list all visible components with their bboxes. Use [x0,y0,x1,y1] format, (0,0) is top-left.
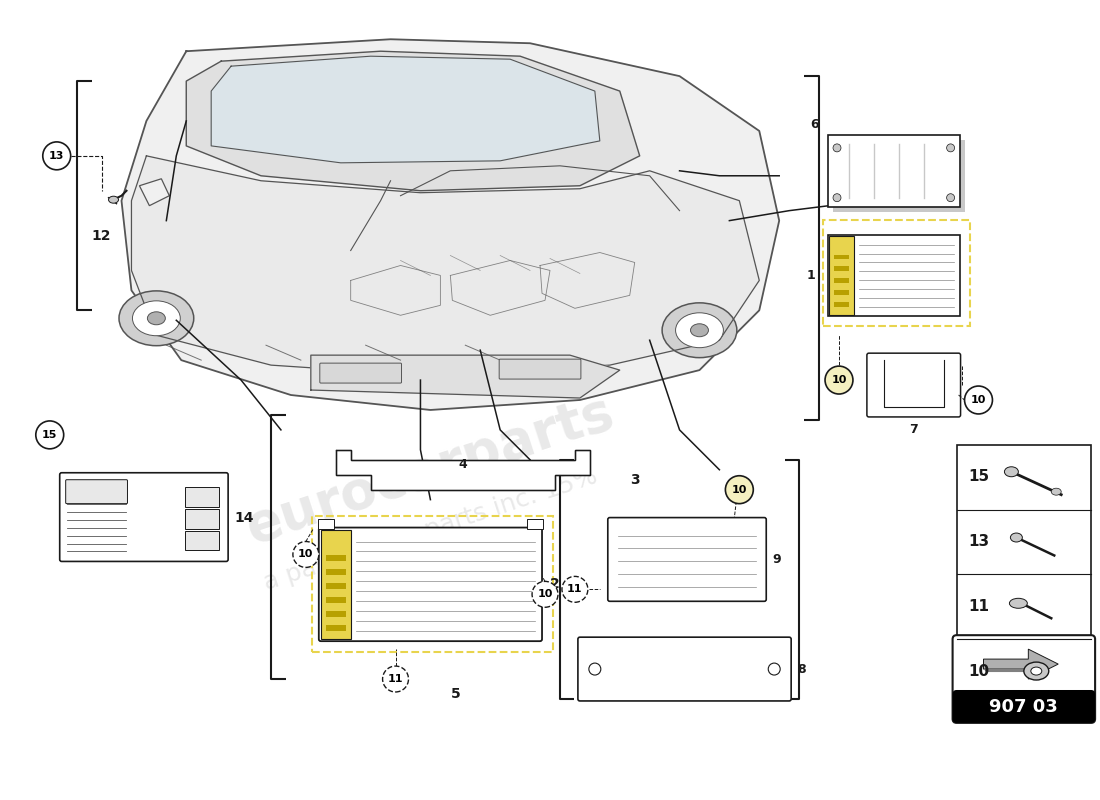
Ellipse shape [1031,667,1042,675]
Polygon shape [983,669,1032,672]
Text: 2: 2 [550,578,560,591]
Bar [834,290,849,295]
Circle shape [947,144,955,152]
FancyBboxPatch shape [527,518,543,529]
FancyBboxPatch shape [867,353,960,417]
Bar [957,694,1091,719]
Ellipse shape [1052,488,1062,495]
Circle shape [833,194,842,202]
Circle shape [293,542,319,567]
Bar [834,302,849,307]
FancyBboxPatch shape [318,518,333,529]
Circle shape [36,421,64,449]
Polygon shape [311,355,619,398]
Text: 10: 10 [732,485,747,494]
FancyBboxPatch shape [319,527,542,641]
FancyBboxPatch shape [499,359,581,379]
Bar [834,278,849,283]
Ellipse shape [147,312,165,325]
Circle shape [588,663,601,675]
Text: 9: 9 [772,553,781,566]
Bar [326,611,345,618]
Text: 7: 7 [910,423,918,436]
Circle shape [768,663,780,675]
Polygon shape [983,649,1058,679]
Text: 15: 15 [968,470,990,484]
Ellipse shape [119,291,194,346]
Ellipse shape [1011,533,1022,542]
Polygon shape [121,39,779,410]
Text: 11: 11 [568,584,583,594]
Circle shape [965,386,992,414]
Circle shape [383,666,408,692]
Text: 11: 11 [968,598,990,614]
Text: 10: 10 [298,550,314,559]
Bar [326,570,345,575]
Text: 907 03: 907 03 [989,698,1058,716]
FancyBboxPatch shape [185,509,219,529]
FancyBboxPatch shape [185,530,219,550]
Text: 10: 10 [971,395,987,405]
Bar [326,583,345,590]
Text: 13: 13 [50,151,65,161]
FancyBboxPatch shape [953,635,1096,723]
Text: 4: 4 [459,458,468,471]
Bar [957,445,1091,704]
FancyBboxPatch shape [953,690,1096,723]
Ellipse shape [662,303,737,358]
Bar [834,266,849,271]
Text: 1: 1 [806,269,815,282]
FancyBboxPatch shape [320,363,402,383]
Text: a passion for parts inc. 15%: a passion for parts inc. 15% [261,464,601,595]
FancyBboxPatch shape [833,140,965,212]
Ellipse shape [675,313,724,348]
Text: 6: 6 [810,118,818,131]
Bar [321,530,351,639]
Circle shape [725,476,754,504]
Text: 14: 14 [234,510,254,525]
FancyBboxPatch shape [59,473,228,562]
Text: eurocarparts: eurocarparts [240,386,620,554]
Ellipse shape [132,301,180,336]
FancyBboxPatch shape [185,486,219,506]
Polygon shape [140,178,169,206]
Bar [834,254,849,259]
Circle shape [947,194,955,202]
FancyBboxPatch shape [66,480,128,504]
FancyBboxPatch shape [828,234,959,316]
Bar [326,626,345,631]
Bar [829,235,854,315]
Text: 12: 12 [91,229,111,242]
Polygon shape [186,51,640,190]
Polygon shape [211,56,600,163]
Text: 10: 10 [832,375,847,385]
Polygon shape [336,450,590,490]
Circle shape [833,144,842,152]
Bar [326,555,345,562]
Ellipse shape [1010,598,1027,608]
Circle shape [825,366,852,394]
Text: 15: 15 [42,430,57,440]
Text: 10: 10 [537,590,552,599]
Circle shape [562,576,587,602]
Circle shape [43,142,70,170]
FancyBboxPatch shape [578,637,791,701]
Text: 5: 5 [451,687,460,701]
Ellipse shape [1024,662,1048,680]
Ellipse shape [1004,466,1019,477]
Text: 11: 11 [388,674,404,684]
Text: 10: 10 [968,663,990,678]
Text: 3: 3 [630,473,639,486]
Polygon shape [132,156,759,375]
FancyBboxPatch shape [608,518,767,602]
Circle shape [532,582,558,607]
Text: 13: 13 [968,534,990,549]
FancyBboxPatch shape [828,135,959,206]
Text: 8: 8 [798,662,806,675]
Ellipse shape [109,196,119,203]
Ellipse shape [691,324,708,337]
Bar [326,598,345,603]
